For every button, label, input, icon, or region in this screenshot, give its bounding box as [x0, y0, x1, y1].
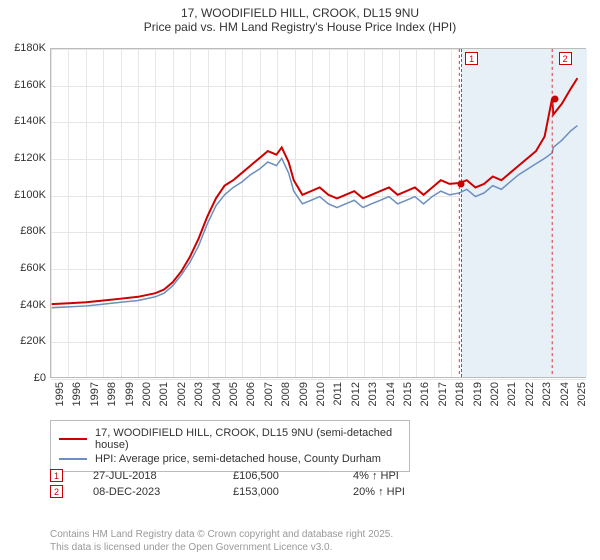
chart-plot-area: 12	[50, 48, 586, 378]
y-axis-label: £180K	[0, 42, 46, 54]
y-axis-label: £140K	[0, 115, 46, 127]
x-axis-label: 1999	[124, 382, 136, 406]
x-axis-label: 2017	[437, 382, 449, 406]
sale-row: 2 08-DEC-2023£153,00020% ↑ HPI	[50, 485, 453, 498]
x-axis-label: 1997	[89, 382, 101, 406]
x-axis-label: 2005	[228, 382, 240, 406]
x-axis-label: 2003	[193, 382, 205, 406]
legend-swatch	[59, 438, 87, 440]
x-axis-label: 2024	[559, 382, 571, 406]
footer-attribution: Contains HM Land Registry data © Crown c…	[50, 528, 393, 554]
x-axis-label: 2022	[524, 382, 536, 406]
x-axis-label: 2025	[576, 382, 588, 406]
x-axis-label: 2000	[141, 382, 153, 406]
y-axis-label: £20K	[0, 335, 46, 347]
y-axis-label: £60K	[0, 262, 46, 274]
x-axis-label: 2010	[315, 382, 327, 406]
x-axis-label: 2011	[332, 382, 344, 406]
series-hpi	[52, 126, 578, 308]
chart-title: 17, WOODIFIELD HILL, CROOK, DL15 9NU Pri…	[0, 0, 600, 36]
legend-item: 17, WOODIFIELD HILL, CROOK, DL15 9NU (se…	[59, 427, 401, 451]
sale-row: 1 27-JUL-2018£106,5004% ↑ HPI	[50, 469, 453, 482]
sale-row-price: £106,500	[233, 470, 353, 482]
sale-marker-box: 1	[465, 52, 478, 65]
x-axis-label: 2002	[176, 382, 188, 406]
legend-label: HPI: Average price, semi-detached house,…	[95, 453, 381, 465]
x-axis-label: 2016	[419, 382, 431, 406]
x-axis-label: 2015	[402, 382, 414, 406]
x-axis-label: 2012	[350, 382, 362, 406]
y-axis-label: £100K	[0, 189, 46, 201]
x-axis-label: 2018	[454, 382, 466, 406]
footer-line1: Contains HM Land Registry data © Crown c…	[50, 528, 393, 541]
x-axis-label: 2013	[367, 382, 379, 406]
series-property	[52, 78, 578, 304]
legend-item: HPI: Average price, semi-detached house,…	[59, 453, 401, 465]
sale-dot	[458, 180, 465, 187]
legend-label: 17, WOODIFIELD HILL, CROOK, DL15 9NU (se…	[95, 427, 401, 451]
y-axis-label: £80K	[0, 225, 46, 237]
title-line1: 17, WOODIFIELD HILL, CROOK, DL15 9NU	[0, 6, 600, 20]
sale-row-date: 08-DEC-2023	[93, 486, 233, 498]
footer-line2: This data is licensed under the Open Gov…	[50, 541, 393, 554]
x-axis-label: 2009	[298, 382, 310, 406]
x-axis-label: 2006	[245, 382, 257, 406]
sale-dot	[551, 95, 558, 102]
x-axis-label: 2008	[280, 382, 292, 406]
sale-marker-box: 2	[559, 52, 572, 65]
x-axis-label: 1996	[71, 382, 83, 406]
sales-table: 1 27-JUL-2018£106,5004% ↑ HPI 2 08-DEC-2023…	[50, 466, 453, 501]
x-axis-label: 2007	[263, 382, 275, 406]
x-axis-label: 2021	[506, 382, 518, 406]
sale-row-num: 1	[50, 469, 63, 482]
sale-row-delta: 20% ↑ HPI	[353, 486, 453, 498]
title-line2: Price paid vs. HM Land Registry's House …	[0, 20, 600, 34]
y-axis-label: £40K	[0, 299, 46, 311]
legend-swatch	[59, 458, 87, 460]
line-series-svg	[51, 49, 585, 377]
sale-row-price: £153,000	[233, 486, 353, 498]
x-axis-label: 2004	[211, 382, 223, 406]
grid-line-h	[51, 379, 585, 380]
sale-row-num: 2	[50, 485, 63, 498]
sale-row-date: 27-JUL-2018	[93, 470, 233, 482]
x-axis-label: 1998	[106, 382, 118, 406]
x-axis-label: 2023	[541, 382, 553, 406]
sale-row-delta: 4% ↑ HPI	[353, 470, 453, 482]
x-axis-label: 2019	[472, 382, 484, 406]
y-axis-label: £160K	[0, 79, 46, 91]
legend: 17, WOODIFIELD HILL, CROOK, DL15 9NU (se…	[50, 420, 410, 472]
y-axis-label: £0	[0, 372, 46, 384]
y-axis-label: £120K	[0, 152, 46, 164]
x-axis-label: 1995	[54, 382, 66, 406]
x-axis-label: 2014	[385, 382, 397, 406]
x-axis-label: 2020	[489, 382, 501, 406]
x-axis-label: 2001	[158, 382, 170, 406]
